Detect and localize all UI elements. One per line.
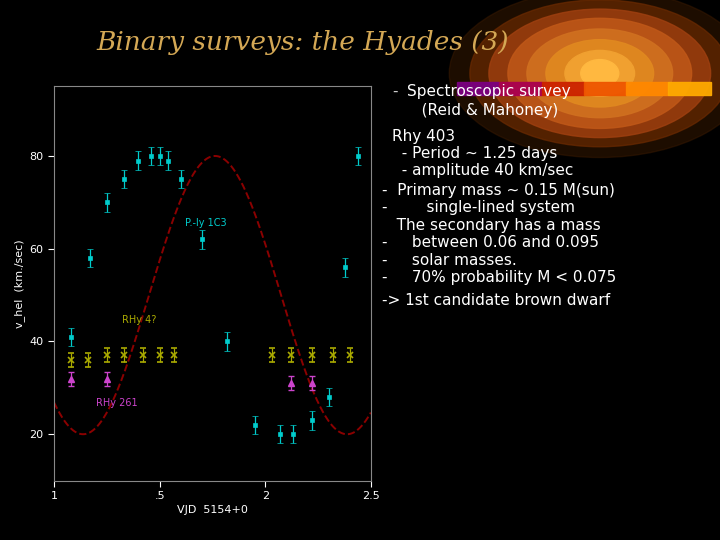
Text: The secondary has a mass: The secondary has a mass <box>382 218 600 233</box>
Ellipse shape <box>546 40 654 107</box>
Ellipse shape <box>581 59 618 87</box>
Ellipse shape <box>489 9 711 138</box>
Text: Binary surveys: the Hyades (3): Binary surveys: the Hyades (3) <box>96 30 508 55</box>
Text: -: - <box>392 84 398 99</box>
FancyBboxPatch shape <box>584 82 626 95</box>
Y-axis label: v_hel  (km./sec): v_hel (km./sec) <box>14 239 25 328</box>
Text: RHy 4?: RHy 4? <box>122 315 156 325</box>
Text: Spectroscopic survey: Spectroscopic survey <box>407 84 570 99</box>
Text: -     solar masses.: - solar masses. <box>382 253 516 268</box>
FancyBboxPatch shape <box>626 82 668 95</box>
FancyBboxPatch shape <box>500 82 541 95</box>
Ellipse shape <box>527 29 672 118</box>
Text: -     between 0.06 and 0.095: - between 0.06 and 0.095 <box>382 235 598 251</box>
Ellipse shape <box>565 50 634 96</box>
Ellipse shape <box>449 0 720 158</box>
Ellipse shape <box>470 0 720 147</box>
Text: - amplitude 40 km/sec: - amplitude 40 km/sec <box>392 163 574 178</box>
Text: RHy 261: RHy 261 <box>96 399 138 408</box>
Ellipse shape <box>508 18 692 129</box>
FancyBboxPatch shape <box>541 82 584 95</box>
FancyBboxPatch shape <box>668 82 711 95</box>
X-axis label: VJD  5154+0: VJD 5154+0 <box>177 505 248 515</box>
Text: P.-ly 1C3: P.-ly 1C3 <box>185 218 227 227</box>
Text: - Period ~ 1.25 days: - Period ~ 1.25 days <box>392 146 558 161</box>
Text: -        single-lined system: - single-lined system <box>382 200 575 215</box>
Text: -  Primary mass ~ 0.15 M(sun): - Primary mass ~ 0.15 M(sun) <box>382 183 614 198</box>
Text: -> 1st candidate brown dwarf: -> 1st candidate brown dwarf <box>382 293 610 308</box>
Text: Rhy 403: Rhy 403 <box>392 129 456 144</box>
Text: -     70% probability M < 0.075: - 70% probability M < 0.075 <box>382 270 616 285</box>
Text: (Reid & Mahoney): (Reid & Mahoney) <box>407 103 558 118</box>
FancyBboxPatch shape <box>457 82 500 95</box>
